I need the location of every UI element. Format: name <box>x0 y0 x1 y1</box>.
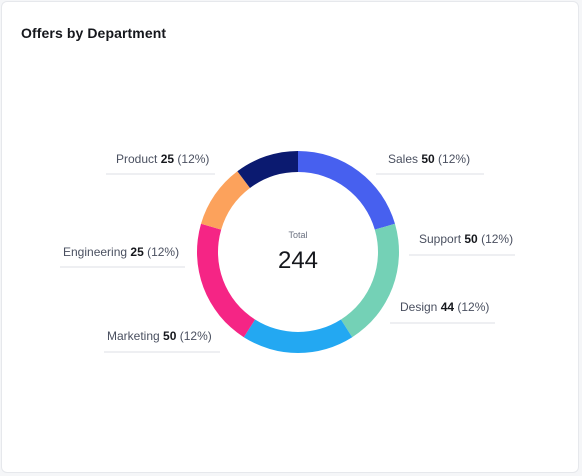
label-name-sales: Sales <box>388 152 421 166</box>
label-value-design: 44 <box>441 300 455 314</box>
label-percent-support: (12%) <box>478 232 513 246</box>
label-name-marketing: Marketing <box>107 329 163 343</box>
label-marketing: Marketing 50 (12%) <box>107 329 212 343</box>
label-design: Design 44 (12%) <box>400 300 489 314</box>
card-title: Offers by Department <box>21 25 167 41</box>
label-percent-product: (12%) <box>174 152 209 166</box>
slice-support[interactable] <box>340 223 399 338</box>
label-sales: Sales 50 (12%) <box>388 152 470 166</box>
slice-design[interactable] <box>243 319 353 353</box>
label-percent-design: (12%) <box>454 300 489 314</box>
label-support: Support 50 (12%) <box>419 232 513 246</box>
label-name-support: Support <box>419 232 464 246</box>
label-engineering: Engineering 25 (12%) <box>63 245 179 259</box>
label-product: Product 25 (12%) <box>116 152 209 166</box>
slice-product[interactable] <box>237 151 298 189</box>
label-name-product: Product <box>116 152 161 166</box>
label-name-engineering: Engineering <box>63 245 130 259</box>
label-value-support: 50 <box>464 232 478 246</box>
donut-slices <box>196 151 399 353</box>
slice-labels: Sales 50 (12%)Support 50 (12%)Design 44 … <box>60 152 515 353</box>
label-value-engineering: 25 <box>130 245 144 259</box>
label-value-product: 25 <box>161 152 175 166</box>
slice-marketing[interactable] <box>196 223 256 338</box>
label-percent-engineering: (12%) <box>144 245 179 259</box>
center-caption: Total <box>288 230 307 240</box>
label-percent-sales: (12%) <box>435 152 470 166</box>
slice-sales[interactable] <box>298 151 395 230</box>
center-total: 244 <box>278 247 318 274</box>
label-value-sales: 50 <box>421 152 435 166</box>
label-value-marketing: 50 <box>163 329 177 343</box>
slice-engineering[interactable] <box>201 171 250 230</box>
label-percent-marketing: (12%) <box>176 329 211 343</box>
label-name-design: Design <box>400 300 441 314</box>
